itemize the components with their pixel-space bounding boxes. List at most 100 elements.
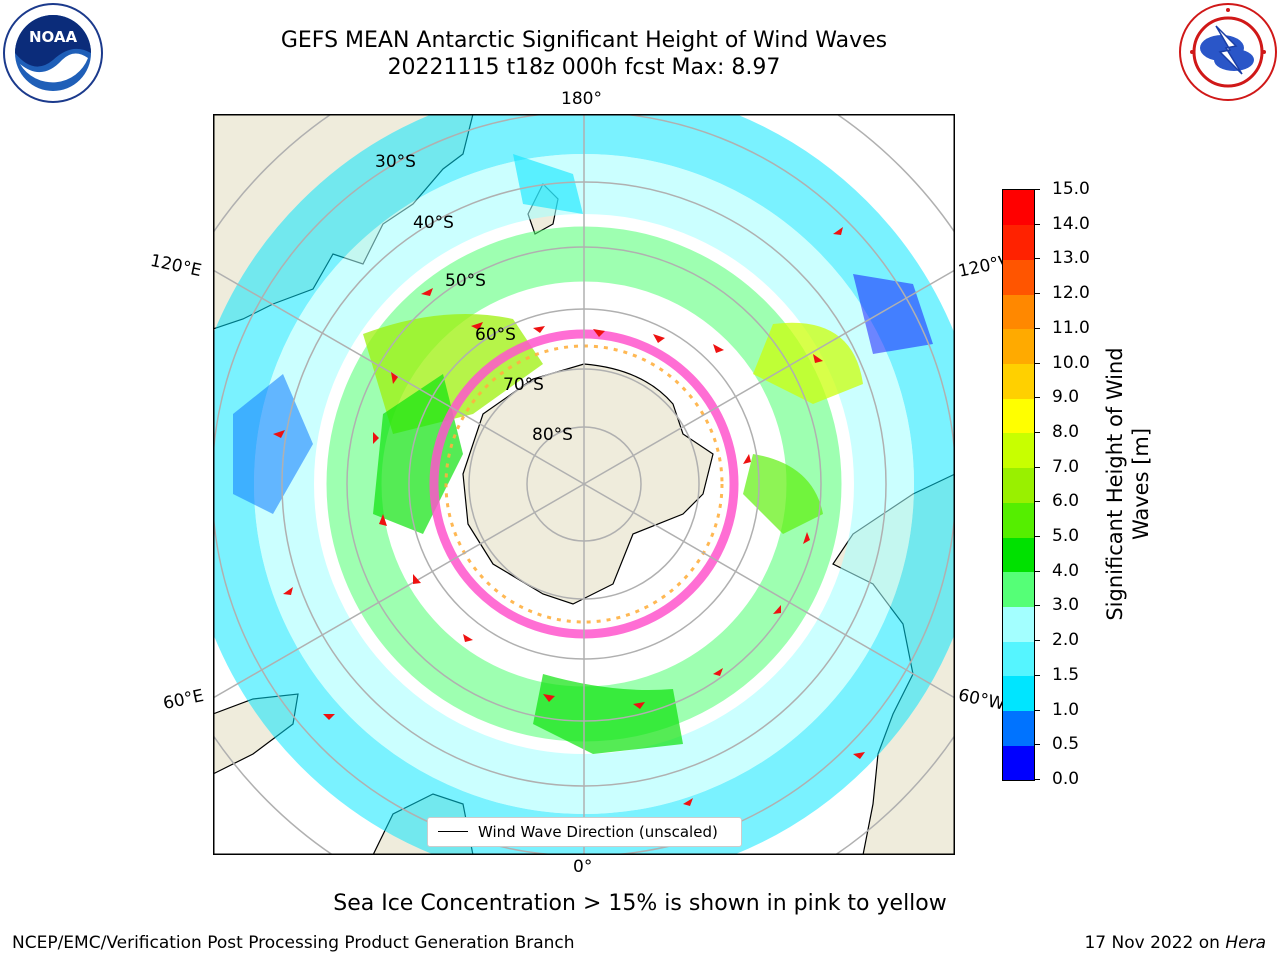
map-title-line1: GEFS MEAN Antarctic Significant Height o…: [280, 28, 888, 53]
legend-line-swatch: [438, 831, 468, 832]
footer-left: NCEP/EMC/Verification Post Processing Pr…: [12, 933, 575, 953]
noaa-logo-text: NOAA: [29, 28, 78, 46]
colorbar-segment: [1003, 294, 1034, 330]
colorbar-tick-label: 12.0: [1052, 283, 1090, 304]
colorbar-segment: [1003, 675, 1034, 712]
colorbar-tick-label: 0.5: [1052, 734, 1080, 755]
colorbar-segment: [1003, 502, 1034, 538]
colorbar-segment: [1003, 224, 1034, 260]
wind-arrow: [323, 714, 335, 720]
lat-label-60s: 60°S: [475, 325, 516, 345]
map-title-line2: 20221115 t18z 000h fcst Max: 8.97: [387, 55, 781, 80]
wind-arrow: [463, 634, 473, 642]
graticule: [213, 114, 955, 855]
colorbar-tick-mark: [1034, 189, 1040, 190]
wind-arrow: [653, 334, 665, 343]
footer-date: 17 Nov 2022 on: [1084, 933, 1226, 953]
colorbar-tick-label: 8.0: [1052, 421, 1080, 442]
colorbar-tick-label: 1.0: [1052, 699, 1080, 720]
noaa-logo: NOAA: [2, 2, 104, 104]
colorbar-tick-label: 2.0: [1052, 630, 1080, 651]
colorbar-tick-label: 7.0: [1052, 456, 1080, 477]
wind-arrows: [273, 227, 865, 806]
colorbar-tick-mark: [1034, 640, 1040, 642]
lat-label-80s: 80°S: [532, 425, 573, 445]
colorbar-tick-mark: [1034, 501, 1040, 503]
wind-arrow: [833, 227, 843, 235]
colorbar-segment: [1003, 432, 1034, 469]
wind-arrow: [803, 532, 810, 544]
legend-label: Wind Wave Direction (unscaled): [478, 823, 718, 841]
lon-label-0: 0°: [573, 857, 593, 877]
wind-arrow: [373, 432, 379, 444]
polar-map: [213, 114, 955, 855]
colorbar-tick-label: 15.0: [1052, 179, 1090, 199]
colorbar-tick-label: 13.0: [1052, 248, 1090, 269]
colorbar-segment: [1003, 398, 1034, 434]
wind-arrow: [273, 430, 285, 438]
lat-label-30s: 30°S: [375, 152, 416, 172]
wind-arrow: [743, 454, 751, 464]
colorbar-segment: [1003, 328, 1034, 365]
colorbar-tick-mark: [1034, 431, 1040, 433]
colorbar-segment: [1003, 190, 1034, 226]
colorbar-tick-mark: [1034, 327, 1040, 329]
lat-label-50s: 50°S: [445, 271, 486, 291]
lon-label-60w: 60°W: [956, 685, 1007, 715]
colorbar-label-line2: Waves [m]: [1129, 427, 1153, 541]
wind-arrow: [773, 605, 781, 614]
wind-arrow: [391, 372, 398, 384]
sea-ice-caption: Sea Ice Concentration > 15% is shown in …: [333, 891, 947, 916]
lon-label-180: 180°: [561, 89, 602, 109]
wind-arrow: [533, 326, 545, 333]
colorbar-segment: [1003, 745, 1034, 781]
colorbar-tick-mark: [1034, 362, 1040, 364]
map-legend: Wind Wave Direction (unscaled): [427, 817, 742, 847]
colorbar-tick-label: 1.5: [1052, 664, 1080, 685]
colorbar-tick-mark: [1034, 536, 1040, 538]
colorbar-tick-mark: [1034, 293, 1040, 295]
wind-arrow: [713, 668, 723, 676]
wind-arrow: [413, 574, 421, 584]
colorbar-tick-label: 5.0: [1052, 526, 1080, 547]
wind-arrow: [813, 354, 823, 363]
colorbar-tick-mark: [1034, 779, 1040, 780]
colorbar-tick-mark: [1034, 570, 1040, 572]
wind-arrow: [543, 694, 555, 702]
wind-arrow: [471, 322, 483, 330]
wind-arrow: [713, 344, 724, 353]
lon-label-120e: 120°E: [148, 250, 204, 282]
footer-right: 17 Nov 2022 on Hera: [1084, 933, 1266, 953]
colorbar-tick-mark: [1034, 223, 1040, 225]
colorbar-segment: [1003, 537, 1034, 573]
footer-host: Hera: [1225, 933, 1266, 953]
colorbar-tick-mark: [1034, 709, 1040, 711]
colorbar-tick-label: 3.0: [1052, 595, 1080, 616]
colorbar-tick-label: 6.0: [1052, 491, 1080, 512]
wind-arrow: [283, 587, 293, 595]
colorbar-tick-mark: [1034, 674, 1040, 676]
colorbar-segment: [1003, 641, 1034, 677]
lat-label-40s: 40°S: [413, 213, 454, 233]
nws-logo: [1178, 2, 1278, 102]
colorbar-tick-label: 14.0: [1052, 213, 1090, 234]
colorbar-tick-mark: [1034, 744, 1040, 746]
colorbar: [1002, 189, 1035, 781]
colorbar-label-line1: Significant Height of Wind: [1103, 347, 1127, 621]
colorbar-tick-mark: [1034, 397, 1040, 399]
colorbar-tick-mark: [1034, 258, 1040, 260]
colorbar-segment: [1003, 259, 1034, 295]
wind-arrow: [421, 288, 433, 296]
wind-arrow: [853, 752, 865, 759]
colorbar-tick-mark: [1034, 466, 1040, 468]
map-panel: 30°S 40°S 50°S 60°S 70°S 80°S Wind Wave …: [213, 114, 955, 855]
colorbar-segment: [1003, 606, 1034, 642]
colorbar-segment: [1003, 363, 1034, 399]
colorbar-segment: [1003, 710, 1034, 746]
wind-arrow: [683, 798, 693, 806]
colorbar-segment: [1003, 571, 1034, 607]
wind-arrow: [593, 329, 605, 337]
colorbar-segment: [1003, 467, 1034, 503]
lon-label-60e: 60°E: [161, 685, 206, 715]
colorbar-tick-label: 9.0: [1052, 387, 1080, 408]
